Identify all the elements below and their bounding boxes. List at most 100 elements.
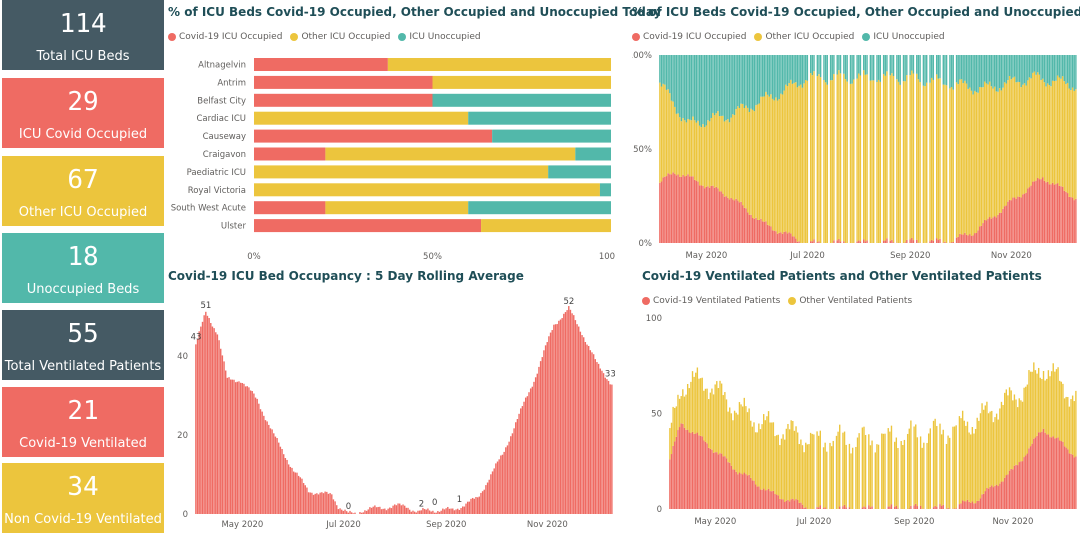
legend-item[interactable]: Other Ventilated Patients — [788, 296, 912, 306]
bar-covid — [997, 215, 998, 243]
bar-unoccupied — [918, 55, 919, 79]
bar-other-ventilated — [705, 389, 706, 442]
bar-other-ventilated — [1020, 400, 1021, 461]
legend-item[interactable]: Other ICU Occupied — [754, 32, 854, 42]
bar-other — [754, 111, 755, 219]
bar-other — [730, 118, 731, 198]
bar-unoccupied — [1001, 55, 1002, 90]
card-value: 114 — [2, 8, 164, 40]
bar-covid-average — [303, 483, 304, 514]
bar-other — [696, 123, 697, 181]
bar-covid — [1052, 183, 1053, 243]
bar-covid-ventilated — [1010, 469, 1011, 509]
bar-other-ventilated — [852, 448, 853, 509]
bar-unoccupied — [802, 55, 803, 88]
bar-unoccupied — [810, 55, 811, 73]
bar-covid-average — [389, 508, 390, 514]
bar-other-ventilated — [1048, 370, 1049, 434]
bar-covid — [866, 240, 867, 243]
bar-other-ventilated — [1033, 362, 1034, 438]
bar-covid — [929, 241, 930, 243]
bar-covid-ventilated — [999, 484, 1000, 509]
legend-item[interactable]: Other ICU Occupied — [290, 32, 390, 42]
bar-covid-ventilated — [755, 484, 756, 509]
bar-unoccupied — [931, 55, 932, 78]
bar-covid-ventilated — [983, 494, 984, 509]
bar-other-ventilated — [778, 435, 779, 496]
bar-other-ventilated — [794, 431, 795, 501]
bar-other — [802, 88, 803, 243]
bar-other — [823, 80, 824, 243]
bar-covid — [891, 240, 892, 243]
bar-unoccupied — [989, 55, 990, 82]
legend-item[interactable]: ICU Unoccupied — [862, 32, 944, 42]
bar-unoccupied — [788, 55, 789, 83]
bar-unoccupied — [885, 55, 886, 76]
kpi-cards: 114 Total ICU Beds 29 ICU Covid Occupied… — [2, 0, 164, 531]
bar-covid-ventilated — [700, 436, 701, 509]
legend-item[interactable]: ICU Unoccupied — [398, 32, 480, 42]
bar-covid-ventilated — [689, 433, 690, 509]
bar-covid-average — [313, 495, 314, 514]
bar-covid — [769, 226, 770, 243]
legend-item[interactable]: Covid-19 ICU Occupied — [168, 32, 282, 42]
bar-other — [676, 114, 677, 175]
x-tick-label: May 2020 — [694, 517, 736, 527]
bar-other — [827, 85, 828, 243]
bar-covid — [1070, 197, 1071, 243]
bar-other — [837, 75, 838, 241]
x-tick-label: Jul 2020 — [789, 251, 825, 261]
bar-covid-average — [585, 342, 586, 514]
card-unoccupied-beds[interactable]: 18 Unoccupied Beds — [2, 233, 164, 303]
bar-covid-average — [220, 349, 221, 514]
card-total-icu-beds[interactable]: 114 Total ICU Beds — [2, 0, 164, 70]
legend-item[interactable]: Covid-19 Ventilated Patients — [642, 296, 780, 306]
bar-other — [1009, 76, 1010, 200]
bar-covid — [760, 219, 761, 243]
bar-unoccupied — [785, 55, 786, 85]
bar-other — [991, 86, 992, 218]
bar-other — [1012, 78, 1013, 198]
bar-other — [946, 85, 947, 243]
bar-other-ventilated — [868, 434, 869, 505]
bar-unoccupied — [943, 55, 944, 85]
bar-covid-ventilated — [672, 446, 673, 509]
bar-other — [1019, 82, 1020, 197]
bar-covid — [933, 241, 934, 243]
bar-other — [691, 120, 692, 176]
legend-item[interactable]: Covid-19 ICU Occupied — [632, 32, 746, 42]
bar-other-ventilated — [727, 412, 728, 463]
bar-covid-ventilated — [1004, 478, 1005, 509]
bar-unoccupied — [681, 55, 682, 121]
card-icu-covid-occupied[interactable]: 29 ICU Covid Occupied — [2, 78, 164, 148]
bar-covid-ventilated — [823, 508, 824, 509]
bar-unoccupied — [870, 55, 871, 81]
bar-covid-ventilated — [981, 494, 982, 509]
card-total-ventilated[interactable]: 55 Total Ventilated Patients — [2, 310, 164, 380]
bar-covid-average — [606, 379, 607, 514]
bar-other-ventilated — [922, 448, 923, 509]
bar-covid-ventilated — [716, 452, 717, 509]
bar-unoccupied — [997, 55, 998, 92]
bar-unoccupied — [898, 55, 899, 82]
data-label: 43 — [191, 332, 202, 342]
bar-other-ventilated — [748, 408, 749, 474]
card-other-icu-occupied[interactable]: 67 Other ICU Occupied — [2, 156, 164, 226]
bar-covid-average — [525, 398, 526, 514]
card-covid-ventilated[interactable]: 21 Covid-19 Ventilated — [2, 387, 164, 457]
bar-unoccupied — [800, 55, 801, 85]
bar-covid-average — [474, 499, 475, 514]
card-non-covid-ventilated[interactable]: 34 Non Covid-19 Ventilated — [2, 463, 164, 533]
bar-covid-ventilated — [714, 452, 715, 509]
bar-other-ventilated — [690, 382, 691, 433]
bar-unoccupied — [780, 55, 781, 94]
bar-other — [742, 104, 743, 205]
bar-other — [702, 124, 703, 186]
bar-covid-ventilated — [737, 474, 738, 509]
card-label: Unoccupied Beds — [2, 282, 164, 298]
bar-unoccupied — [850, 55, 851, 84]
legend-label: Other ICU Occupied — [765, 32, 854, 42]
bar-unoccupied — [732, 55, 733, 114]
bar-covid-average — [291, 468, 292, 514]
bar-covid-ventilated — [778, 495, 779, 509]
